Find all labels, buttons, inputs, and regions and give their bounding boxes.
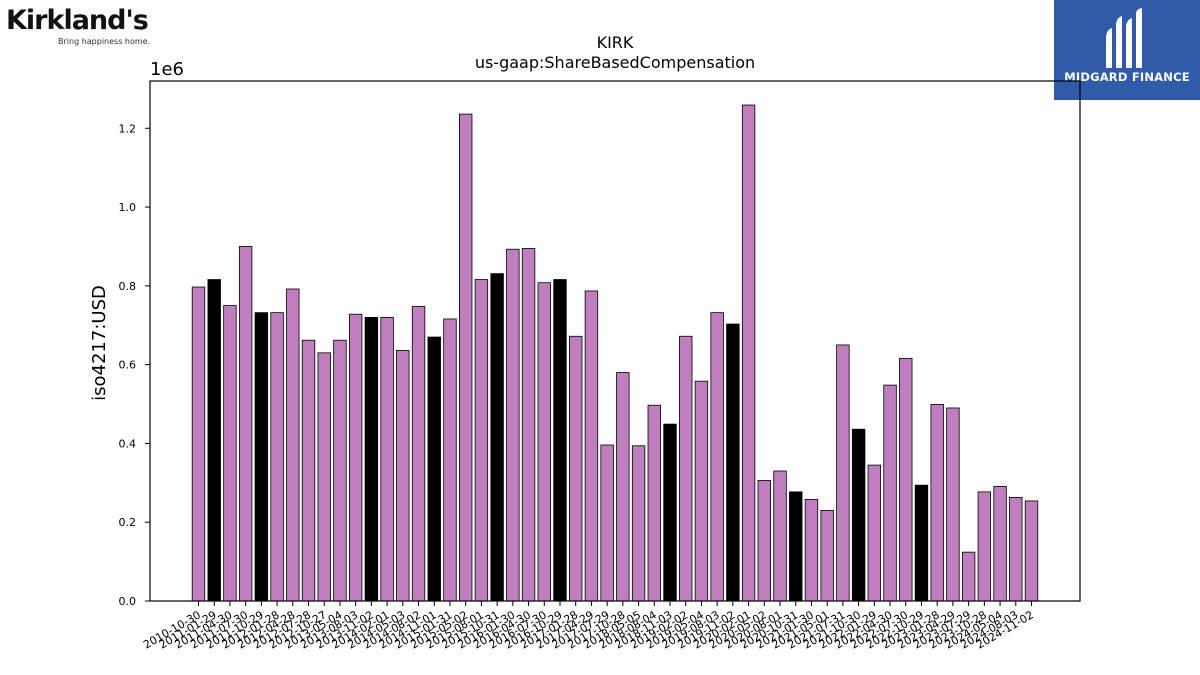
midgard-wordmark: MIDGARD FINANCE [1064, 70, 1190, 84]
plot-frame [149, 80, 1081, 602]
midgard-emblem-icon [1106, 8, 1142, 68]
bar-2017-01-28 [569, 335, 583, 602]
bar-2010-10-30 [191, 286, 206, 602]
bar-2021-10-30 [851, 428, 866, 602]
bar-2022-04-30 [883, 384, 897, 602]
bar-2013-05-04 [333, 339, 347, 602]
bar-2016-07-30 [537, 282, 551, 602]
y-tick-label: 0.0 [119, 595, 137, 608]
chart-title: KIRK [597, 33, 634, 52]
bar-2018-08-04 [647, 404, 661, 602]
bar-2020-08-01 [773, 470, 787, 602]
bar-2019-08-03 [710, 312, 724, 602]
bar-2015-01-31 [443, 318, 457, 602]
bar-2020-02-01 [741, 104, 756, 602]
logo-tagline: Bring happiness home. [58, 37, 151, 46]
bar-2015-10-31 [490, 273, 504, 602]
y-tick-label: 0.2 [119, 516, 137, 529]
y-tick-label: 0.4 [119, 437, 137, 450]
bar-2012-10-27 [317, 352, 331, 602]
bar-2020-10-31 [789, 491, 803, 602]
bar-2022-07-30 [899, 357, 913, 602]
bar-2014-08-02 [411, 305, 426, 602]
bar-2014-02-01 [380, 316, 394, 602]
bar-2024-08-03 [1009, 496, 1023, 602]
bar-2023-07-29 [961, 551, 976, 602]
bar-2012-01-28 [270, 312, 284, 602]
bar-2018-11-03 [663, 423, 677, 602]
bar-2017-10-28 [616, 372, 630, 602]
bar-2022-01-29 [867, 464, 882, 602]
bar-2021-01-30 [804, 498, 819, 602]
bars-group [191, 104, 1039, 602]
bar-2013-08-03 [348, 313, 363, 602]
y-axis-label: iso4217:USD [89, 285, 110, 401]
bar-2016-10-29 [553, 279, 567, 602]
bar-2022-10-29 [914, 484, 929, 602]
bar-2023-01-28 [930, 404, 944, 602]
chart-subtitle: us-gaap:ShareBasedCompensation [475, 53, 755, 72]
bar-2014-05-03 [396, 350, 410, 602]
bar-2011-10-29 [254, 312, 269, 602]
y-tick-label: 1.0 [119, 201, 137, 214]
bar-2019-11-02 [726, 323, 740, 602]
bar-2012-07-28 [301, 339, 316, 602]
y-tick-label: 0.6 [119, 359, 137, 372]
bar-2015-05-02 [458, 113, 473, 602]
bar-2021-07-31 [836, 344, 850, 602]
bar-2011-07-30 [238, 246, 253, 602]
y-offset-label: 1e6 [150, 59, 184, 80]
x-ticks-group: 2010-10-302011-01-292011-04-302011-07-30… [141, 601, 1036, 652]
y-tick-label: 0.8 [119, 280, 137, 293]
bar-2020-05-02 [757, 480, 771, 602]
bar-2016-01-30 [506, 248, 520, 602]
bar-2024-11-02 [1024, 500, 1039, 602]
midgard-finance-logo: MIDGARD FINANCE [1054, 0, 1200, 100]
y-tick-label: 1.2 [119, 122, 137, 135]
bar-2011-01-29 [207, 279, 221, 602]
bar-2021-05-01 [820, 509, 834, 602]
bar-2023-04-29 [946, 407, 960, 602]
bar-2016-04-30 [521, 248, 536, 602]
bar-2018-05-05 [631, 445, 646, 602]
bar-2019-02-02 [679, 335, 693, 602]
kirklands-logo: Kirkland's Bring happiness home. [6, 6, 166, 50]
bar-2013-11-02 [364, 316, 379, 602]
bar-2011-04-30 [223, 305, 237, 602]
bar-2017-04-29 [584, 290, 599, 602]
bar-2023-10-28 [977, 491, 992, 602]
y-ticks-group: 0.0 0.2 0.4 0.6 0.8 1.0 1.2 [119, 122, 150, 608]
logo-wordmark: Kirkland's [6, 5, 149, 36]
bar-2015-08-01 [474, 279, 489, 602]
bar-2024-05-04 [993, 485, 1007, 602]
bar-2017-07-29 [600, 444, 614, 602]
bar-2019-05-04 [694, 380, 709, 602]
bar-2014-11-01 [427, 336, 441, 602]
bar-2012-04-28 [286, 288, 300, 602]
